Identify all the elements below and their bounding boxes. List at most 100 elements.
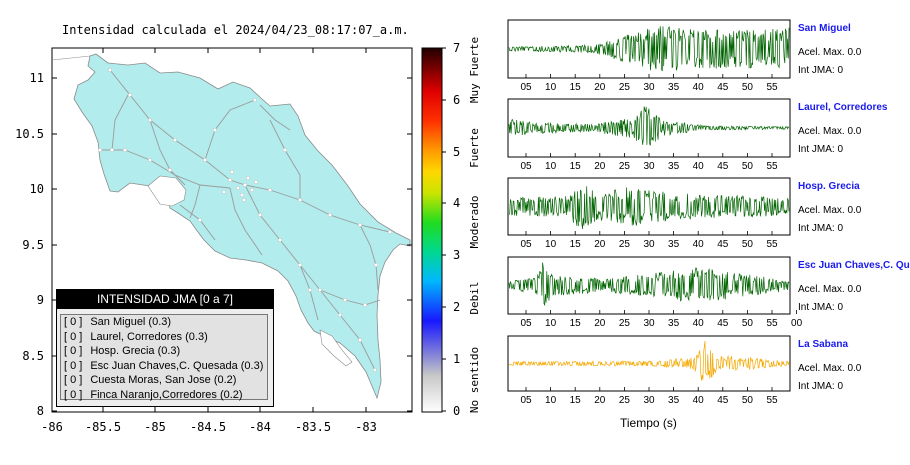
legend-item-label: San Miguel (0.3) — [90, 316, 172, 328]
legend-item-code: [ 0 ] — [64, 316, 83, 328]
legend-item: [ 0 ] Laurel, Corredores (0.3) — [61, 330, 267, 345]
colorbar-tick-label: 2 — [453, 300, 460, 314]
station-jma-intensity: Int JMA: 0 — [798, 144, 844, 155]
station-intensity-list: [ 0 ] San Miguel (0.3) [ 0 ] Laurel, Corred… — [60, 314, 268, 401]
time-tick-label: 30 — [643, 395, 655, 406]
lon-tick-label: -86 — [41, 420, 63, 434]
time-tick-label: 25 — [619, 318, 631, 329]
time-tick-label: 45 — [717, 239, 729, 250]
legend-title: INTENSIDAD JMA [0 a 7] — [57, 290, 273, 309]
station-name: La Sabana — [798, 339, 849, 350]
time-tick-label: 30 — [643, 82, 655, 93]
time-tick-label: 15 — [570, 395, 582, 406]
x-axis-label: Tiempo (s) — [620, 416, 677, 430]
seismogram-waveform — [508, 262, 790, 307]
time-tick-label: 15 — [570, 318, 582, 329]
station-jma-intensity: Int JMA: 0 — [798, 223, 844, 234]
legend-item: [ 0 ] San Miguel (0.3) — [61, 315, 267, 330]
trace-frame — [507, 177, 791, 236]
time-tick-label: 40 — [693, 82, 705, 93]
lat-tick-label: 8 — [37, 404, 44, 418]
legend-item-label: Hosp. Grecia (0.3) — [90, 345, 181, 357]
time-tick-label: 25 — [619, 239, 631, 250]
trace-panel: 05 10 15 20 25 30 35 40 45 50 55 — [507, 335, 791, 406]
trace-panel: 05 10 15 20 25 30 35 40 45 50 55 — [507, 19, 791, 93]
lon-tick-label: -85 — [144, 420, 166, 434]
time-tick-label: 55 — [766, 239, 778, 250]
time-tick-label: 50 — [742, 318, 754, 329]
colorbar-tick-label: 4 — [453, 196, 460, 210]
station-name: San Miguel — [798, 23, 851, 34]
station-max-acceleration: Acel. Max. 0.0 — [798, 284, 862, 295]
time-tick-label: 50 — [742, 82, 754, 93]
legend-item-label: Cuesta Moras, San Jose (0.2) — [90, 374, 237, 386]
time-tick-label: 20 — [594, 395, 606, 406]
colorbar-tick-label: 0 — [453, 404, 460, 418]
lon-tick-label: -85.5 — [85, 420, 121, 434]
lon-tick-label: -83.5 — [295, 420, 331, 434]
legend-item-label: Laurel, Corredores (0.3) — [90, 330, 208, 343]
time-tick-label: 40 — [693, 318, 705, 329]
time-tick-label: 00 — [791, 318, 803, 329]
time-tick-label: 55 — [766, 395, 778, 406]
time-tick-label: 10 — [545, 239, 557, 250]
time-tick-label: 35 — [668, 395, 680, 406]
trace-panel: 05 10 15 20 25 30 35 40 45 50 55 00 — [507, 256, 803, 329]
colorbar-scale — [421, 47, 443, 413]
time-tick-label: 10 — [545, 318, 557, 329]
seismogram-traces: 05 10 15 20 25 30 35 40 45 50 55 05 10 15 20 25 30 35 40 45… — [500, 0, 910, 460]
time-tick-label: 15 — [570, 161, 582, 172]
colorbar-category-label: Debil — [468, 281, 481, 314]
station-jma-intensity: Int JMA: 0 — [798, 65, 844, 76]
time-tick-label: 50 — [742, 395, 754, 406]
time-tick-label: 20 — [594, 82, 606, 93]
legend-item: [ 0 ] Hosp. Grecia (0.3) — [61, 344, 267, 359]
legend-item-label: Esc Juan Chaves,C. Quesada (0.3) — [90, 359, 264, 372]
time-tick-label: 10 — [545, 82, 557, 93]
time-tick-label: 45 — [717, 395, 729, 406]
time-tick-label: 20 — [594, 239, 606, 250]
colorbar-tick-label: 5 — [453, 145, 460, 159]
town-markers — [97, 67, 393, 373]
time-tick-label: 35 — [668, 82, 680, 93]
lon-tick-label: -84 — [249, 420, 271, 434]
intensity-colorbar: 0 1 2 3 4 5 6 7 No sentido Debil Moderado Fuerte Muy… — [415, 0, 495, 460]
time-tick-label: 50 — [742, 239, 754, 250]
lat-tick-label: 9.5 — [22, 238, 44, 252]
colorbar-tick-label: 1 — [453, 352, 460, 366]
time-tick-label: 30 — [643, 239, 655, 250]
colorbar-category-label: Fuerte — [468, 128, 481, 168]
time-tick-label: 35 — [668, 161, 680, 172]
colorbar-tick-label: 3 — [453, 248, 460, 262]
time-tick-label: 40 — [693, 161, 705, 172]
time-tick-label: 55 — [766, 161, 778, 172]
station-name: Laurel, Corredores — [798, 102, 888, 113]
time-tick-label: 05 — [520, 161, 532, 172]
time-tick-label: 35 — [668, 239, 680, 250]
map-title: Intensidad calculada el 2024/04/23_08:17… — [62, 23, 409, 37]
trace-frame — [507, 19, 791, 79]
trace-plots: 05 10 15 20 25 30 35 40 45 50 55 05 10 15 20 25 30 35 40 45… — [507, 19, 803, 406]
time-tick-label: 20 — [594, 318, 606, 329]
lon-tick-label: -84.5 — [190, 420, 226, 434]
colorbar-tick-label: 6 — [453, 93, 460, 107]
station-jma-intensity: Int JMA: 0 — [798, 381, 844, 392]
lat-tick-label: 8.5 — [22, 349, 44, 363]
lat-tick-label: 11 — [30, 71, 44, 85]
time-tick-label: 10 — [545, 161, 557, 172]
time-tick-label: 05 — [520, 239, 532, 250]
time-tick-label: 45 — [717, 82, 729, 93]
time-tick-label: 15 — [570, 82, 582, 93]
legend-item-code: [ 0 ] — [64, 359, 83, 372]
time-tick-label: 55 — [766, 318, 778, 329]
time-tick-label: 50 — [742, 161, 754, 172]
time-tick-label: 25 — [619, 161, 631, 172]
seismogram-waveform — [508, 106, 790, 146]
time-tick-label: 45 — [717, 161, 729, 172]
time-tick-label: 15 — [570, 239, 582, 250]
station-max-acceleration: Acel. Max. 0.0 — [798, 205, 862, 216]
seismogram-waveform — [508, 186, 790, 229]
trace-panel: 05 10 15 20 25 30 35 40 45 50 55 — [507, 98, 791, 172]
legend-item-code: [ 0 ] — [64, 330, 83, 343]
time-tick-label: 05 — [520, 395, 532, 406]
